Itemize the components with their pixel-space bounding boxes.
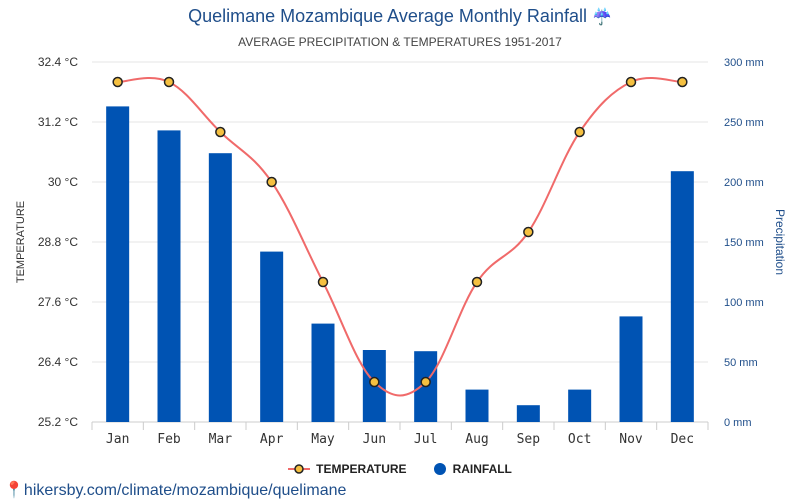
x-tick-label: Feb <box>157 432 181 447</box>
temperature-point <box>574 126 585 138</box>
chart-legend: TEMPERATURE RAINFALL <box>0 462 800 476</box>
right-tick-label: 150 mm <box>724 237 764 249</box>
umbrella-icon: ☔ <box>591 9 612 26</box>
chart-title: Quelimane Mozambique Average Monthly Rai… <box>0 6 800 27</box>
rainfall-bar <box>516 405 540 422</box>
rainfall-bar <box>260 251 284 422</box>
left-tick-label: 25.2 °C <box>38 415 78 429</box>
x-tick-label: Nov <box>619 432 643 447</box>
right-tick-label: 300 mm <box>724 57 764 69</box>
x-tick-label: Oct <box>568 432 591 447</box>
x-tick-label: Aug <box>465 432 488 447</box>
left-tick-label: 32.4 °C <box>38 55 78 69</box>
temperature-point <box>215 126 226 138</box>
rainfall-bar <box>670 171 694 422</box>
right-tick-label: 100 mm <box>724 297 764 309</box>
temperature-point <box>523 226 534 238</box>
temperature-point <box>266 176 277 188</box>
x-tick-label: Jan <box>106 432 129 447</box>
left-tick-label: 26.4 °C <box>38 355 78 369</box>
temperature-point <box>369 376 380 388</box>
source-link[interactable]: 📍hikersby.com/climate/mozambique/quelima… <box>4 480 346 500</box>
x-tick-label: Jul <box>414 432 437 447</box>
legend-rainfall-label: RAINFALL <box>452 462 512 476</box>
source-link-text: hikersby.com/climate/mozambique/queliman… <box>23 482 347 499</box>
right-tick-label: 0 mm <box>724 417 752 429</box>
temperature-point <box>420 376 431 388</box>
rainfall-bar <box>106 106 130 423</box>
legend-item-rainfall[interactable]: RAINFALL <box>433 462 512 476</box>
legend-temperature-label: TEMPERATURE <box>316 462 407 476</box>
temperature-point <box>163 76 175 88</box>
right-tick-label: 200 mm <box>724 177 764 189</box>
rainfall-bar <box>465 389 489 422</box>
rainfall-bar <box>568 389 592 422</box>
temperature-point <box>625 76 637 88</box>
chart-subtitle: AVERAGE PRECIPITATION & TEMPERATURES 195… <box>238 35 562 49</box>
temperature-point <box>471 276 483 288</box>
x-tick-label: Apr <box>260 432 284 447</box>
left-tick-label: 30 °C <box>48 175 78 189</box>
temperature-point <box>677 76 688 88</box>
right-tick-label: 50 mm <box>724 357 758 369</box>
rainfall-temperature-chart: 25.2 °C 0 mm 26.4 °C 50 mm 27.6 °C 100 mm 28.8… <box>15 55 787 447</box>
legend-temperature-marker <box>288 464 311 474</box>
rainfall-bar <box>311 323 335 422</box>
chart-title-text: Quelimane Mozambique Average Monthly Rai… <box>188 6 587 26</box>
x-tick-label: Dec <box>671 432 694 447</box>
legend-item-temperature[interactable]: TEMPERATURE <box>288 462 407 476</box>
x-tick-label: Mar <box>209 432 233 447</box>
left-axis-title: TEMPERATURE <box>15 201 27 283</box>
left-tick-label: 27.6 °C <box>38 295 78 309</box>
pin-icon: 📍 <box>4 482 24 499</box>
rainfall-bar <box>619 316 643 422</box>
temperature-point <box>317 276 329 288</box>
rainfall-bar <box>157 130 181 422</box>
x-tick-label: Sep <box>517 432 541 447</box>
left-tick-label: 31.2 °C <box>38 115 78 129</box>
x-tick-label: May <box>311 432 335 447</box>
right-axis-title: Precipitation <box>773 209 787 275</box>
legend-rainfall-marker <box>433 463 446 475</box>
temperature-point <box>112 76 123 88</box>
left-tick-label: 28.8 °C <box>38 235 78 249</box>
x-tick-label: Jun <box>363 432 386 447</box>
right-tick-label: 250 mm <box>724 117 764 129</box>
temperature-line <box>117 77 683 397</box>
rainfall-bar <box>208 153 232 422</box>
